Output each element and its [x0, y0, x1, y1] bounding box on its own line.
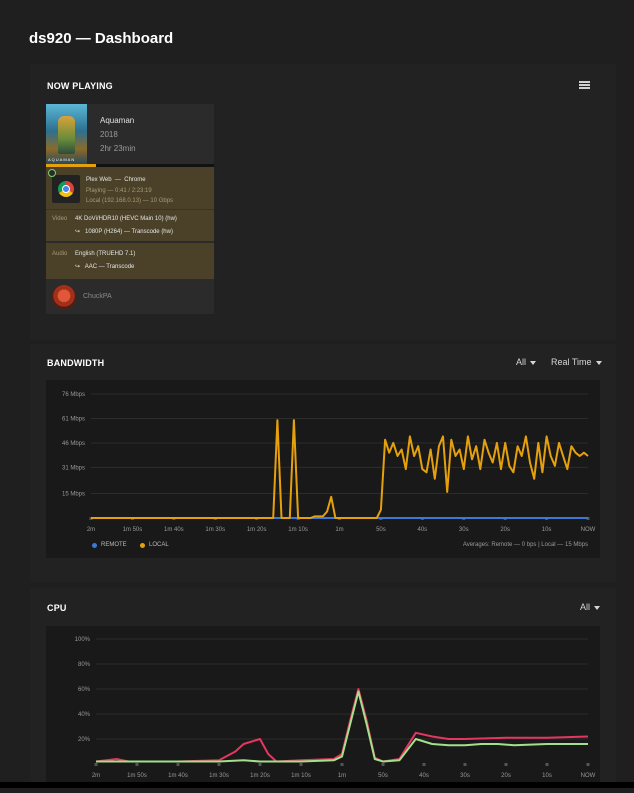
- x-tick-mark: [217, 763, 221, 766]
- x-tick-mark: [422, 763, 426, 766]
- x-tick-mark: [504, 763, 508, 766]
- bandwidth-chart-svg: 76 Mbps 61 Mbps 46 Mbps 31 Mbps 15 Mbps 2m 1m …: [62, 392, 596, 533]
- bandwidth-title: BANDWIDTH: [47, 358, 105, 368]
- cpu-chart: 100% 80% 60% 40% 20% 2m 1m 50s 1m 40s 1m 30s 1m 2…: [46, 626, 600, 788]
- video-target: 1080P (H264) — Transcode (hw): [85, 229, 173, 235]
- x-tick-mark: [299, 763, 303, 766]
- player-info: Plex Web — Chrome Playing — 0:41 / 2:23:…: [46, 167, 214, 241]
- x-tick-mark: [94, 763, 98, 766]
- x-tick-label: 10s: [542, 773, 552, 779]
- video-label: Video: [52, 216, 68, 222]
- x-tick-label: 1m 20s: [250, 773, 270, 779]
- status-indicator-icon: [48, 169, 56, 177]
- bandwidth-chart: 76 Mbps 61 Mbps 46 Mbps 31 Mbps 15 Mbps 2m 1m …: [46, 380, 600, 558]
- x-tick-label: 1m: [338, 773, 346, 779]
- cpu-chart-svg: 100% 80% 60% 40% 20% 2m 1m 50s 1m 40s 1m 30s 1m 2…: [75, 637, 596, 779]
- audio-target: AAC — Transcode: [84, 264, 135, 270]
- legend-local[interactable]: LOCAL: [140, 542, 169, 548]
- y-tick-label: 15 Mbps: [62, 492, 85, 498]
- bandwidth-filter-dropdown[interactable]: All: [516, 357, 536, 367]
- x-tick-label: 1m 50s: [123, 527, 143, 533]
- x-tick-label: 1m 40s: [168, 773, 188, 779]
- y-tick-label: 40%: [78, 712, 91, 718]
- x-tick-mark: [463, 763, 467, 766]
- x-tick-label: NOW: [581, 773, 596, 779]
- list-icon[interactable]: [579, 81, 590, 92]
- x-tick-mark: [545, 763, 549, 766]
- video-source: 4K DoVi/HDR10 (HEVC Main 10) (hw): [75, 216, 177, 222]
- cpu-title: CPU: [47, 603, 67, 613]
- media-title[interactable]: Aquaman: [100, 116, 135, 125]
- bandwidth-averages: Averages: Remote — 0 bps | Local — 15 Mb…: [462, 542, 588, 548]
- chrome-icon: [52, 175, 80, 203]
- x-tick-mark: [135, 763, 139, 766]
- now-playing-section: NOW PLAYING AQUAMAN Aquaman 2018 2hr 23m…: [30, 64, 616, 340]
- y-tick-label: 100%: [75, 637, 91, 643]
- x-tick-label: 1m 30s: [205, 527, 225, 533]
- player-network: Local (192.168.0.13) — 10 Gbps: [86, 198, 174, 204]
- series-line-0: [95, 688, 589, 763]
- cpu-filter-dropdown[interactable]: All: [580, 602, 600, 612]
- series-line-1: [96, 690, 588, 763]
- x-tick-mark: [381, 763, 385, 766]
- y-tick-label: 31 Mbps: [62, 465, 85, 471]
- player-state: Playing — 0:41 / 2:23:19: [86, 188, 152, 194]
- user-name: ChuckPA: [83, 293, 112, 300]
- x-tick-label: 20s: [500, 527, 510, 533]
- x-tick-label: 50s: [376, 527, 386, 533]
- audio-label: Audio: [52, 251, 68, 257]
- x-tick-label: 10s: [542, 527, 552, 533]
- x-tick-mark: [176, 763, 180, 766]
- page-title: ds920 — Dashboard: [29, 30, 174, 47]
- x-tick-label: 30s: [459, 527, 469, 533]
- x-tick-label: 30s: [460, 773, 470, 779]
- x-tick-label: 1m 30s: [209, 773, 229, 779]
- x-tick-label: 2m: [87, 527, 95, 533]
- x-tick-label: 40s: [417, 527, 427, 533]
- bandwidth-section: BANDWIDTH All Real Time 76 Mbps 61 Mbps 46…: [30, 344, 616, 582]
- x-tick-label: 2m: [92, 773, 100, 779]
- x-tick-label: 40s: [419, 773, 429, 779]
- media-duration: 2hr 23min: [100, 144, 136, 153]
- player-browser: Chrome: [124, 177, 146, 183]
- bottom-bar: [0, 782, 634, 788]
- progress-bar: [46, 164, 214, 167]
- bandwidth-time-dropdown[interactable]: Real Time: [551, 357, 602, 367]
- y-tick-label: 61 Mbps: [62, 416, 85, 422]
- x-tick-label: 1m: [335, 527, 343, 533]
- arrow-icon: ↪: [75, 264, 81, 270]
- x-tick-label: 1m 10s: [291, 773, 311, 779]
- y-tick-label: 60%: [78, 687, 91, 693]
- user-row[interactable]: ChuckPA: [46, 279, 214, 314]
- media-year: 2018: [100, 130, 118, 139]
- now-playing-title: NOW PLAYING: [47, 81, 113, 91]
- y-tick-label: 20%: [78, 737, 91, 743]
- avatar: [52, 285, 76, 309]
- audio-info: Audio English (TRUEHD 7.1) ↪ AAC — Trans…: [46, 243, 214, 279]
- x-tick-mark: [258, 763, 262, 766]
- arrow-icon: ↪: [75, 229, 81, 235]
- legend-remote[interactable]: REMOTE: [92, 542, 127, 548]
- x-tick-label: 1m 40s: [164, 527, 184, 533]
- poster-image[interactable]: AQUAMAN: [46, 104, 87, 164]
- now-playing-card[interactable]: AQUAMAN Aquaman 2018 2hr 23min Plex Web …: [46, 104, 214, 314]
- y-tick-label: 80%: [78, 662, 91, 668]
- x-tick-label: 1m 50s: [127, 773, 147, 779]
- x-tick-mark: [340, 763, 344, 766]
- series-line-1: [91, 419, 589, 519]
- x-tick-label: 1m 20s: [247, 527, 267, 533]
- x-tick-label: 50s: [378, 773, 388, 779]
- cpu-section: CPU All 100% 80% 60% 40% 20% 2m 1m 50s 1m 40s 1m…: [30, 588, 616, 788]
- audio-source: English (TRUEHD 7.1): [75, 251, 136, 257]
- x-tick-label: NOW: [581, 527, 596, 533]
- y-tick-label: 46 Mbps: [62, 441, 85, 447]
- y-tick-label: 76 Mbps: [62, 392, 85, 398]
- x-tick-label: 1m 10s: [288, 527, 308, 533]
- x-tick-mark: [586, 763, 590, 766]
- x-tick-label: 20s: [501, 773, 511, 779]
- player-app: Plex Web: [86, 177, 112, 183]
